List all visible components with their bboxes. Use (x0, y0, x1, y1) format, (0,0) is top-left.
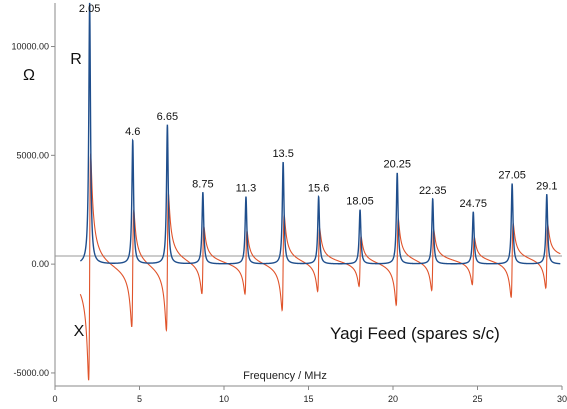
ticks: 0 5 10 15 20 25 30 10000.00 5000.00 0.00 -5000.00 (11, 42, 567, 404)
peak-labels: 2.05 4.6 6.65 8.75 11.3 13.5 15.6 18.05 20.25 22.… (79, 3, 558, 210)
x-tick-label: 0 (52, 394, 57, 404)
chart-annotation: Yagi Feed (spares s/c) (330, 324, 500, 343)
x-tick-label: 5 (137, 394, 142, 404)
y-tick-label: 10000.00 (11, 42, 49, 52)
y-tick-label: 0.00 (31, 259, 49, 269)
peak-label: 29.1 (536, 181, 557, 193)
peak-label: 4.6 (125, 126, 140, 138)
peak-label: 11.3 (236, 183, 257, 195)
peak-label: 20.25 (383, 159, 411, 171)
x-tick-label: 25 (472, 394, 482, 404)
y-tick-label: 5000.00 (16, 150, 49, 160)
peak-label: 13.5 (272, 148, 293, 160)
x-tick-label: 10 (219, 394, 229, 404)
peak-label: 24.75 (460, 198, 488, 210)
series (79, 2, 561, 381)
peak-label: 2.05 (79, 3, 100, 15)
peak-label: 27.05 (498, 170, 526, 182)
peak-label: 8.75 (192, 178, 213, 190)
series-x-label: X (74, 323, 85, 340)
x-tick-label: 20 (388, 394, 398, 404)
peak-label: 18.05 (346, 196, 374, 208)
x-tick-label: 15 (303, 394, 313, 404)
series-r-label: R (70, 51, 82, 68)
x-axis-title: Frequency / MHz (243, 370, 327, 382)
y-tick-label: -5000.00 (13, 368, 49, 378)
series-r-line (79, 2, 561, 265)
x-tick-label: 30 (557, 394, 567, 404)
peak-label: 22.35 (419, 185, 447, 197)
peak-label: 15.6 (308, 183, 329, 195)
y-axis-unit: Ω (23, 67, 35, 84)
peak-label: 6.65 (157, 111, 178, 123)
